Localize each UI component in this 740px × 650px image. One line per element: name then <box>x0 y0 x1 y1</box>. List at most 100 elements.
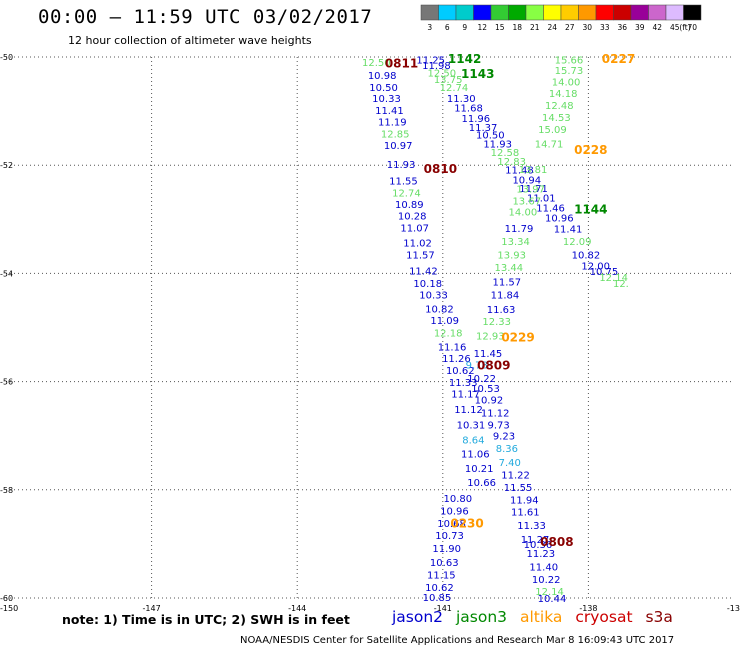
y-tick-label: -50 <box>0 53 13 62</box>
swh-point: 13.44 <box>494 263 523 274</box>
swh-point: 11.22 <box>501 471 530 482</box>
swh-point: 13.75 <box>434 75 463 86</box>
swh-point: 10.94 <box>512 175 541 186</box>
swh-point: 12.48 <box>545 101 574 112</box>
color-level-label: 18 <box>512 23 522 32</box>
swh-point: 10.68 <box>437 519 466 530</box>
swh-point: 9.78 <box>466 360 488 371</box>
swh-point: 13.34 <box>501 237 530 248</box>
swh-point: 11.25 <box>416 56 445 67</box>
swh-point: 11.46 <box>536 203 565 214</box>
swh-point: 11.02 <box>403 239 432 250</box>
swh-point: 10.36 <box>524 540 553 551</box>
swh-point: 12.14 <box>599 273 628 284</box>
swh-point: 11.57 <box>493 278 522 289</box>
color-level-label: 45 <box>670 23 680 32</box>
color-swatch <box>508 4 527 21</box>
swh-point: 10.50 <box>476 130 505 141</box>
swh-point: 14.00 <box>552 77 581 88</box>
color-swatch <box>683 4 702 21</box>
pass-label: 0228 <box>574 143 607 157</box>
swh-point: 11.40 <box>529 563 558 574</box>
color-swatch <box>490 4 509 21</box>
swh-point: 10.22 <box>467 374 496 385</box>
swh-point: 9.23 <box>493 432 515 443</box>
swh-point: 11.93 <box>483 140 512 151</box>
color-level-label: 36 <box>617 23 627 32</box>
color-swatch <box>595 4 614 21</box>
legend-jason3: jason3 <box>456 608 508 626</box>
swh-point: 12.33 <box>482 317 511 328</box>
swh-point: 11.33 <box>449 378 478 389</box>
swh-point: 11.27 <box>521 535 550 546</box>
swh-point: 10.97 <box>384 141 413 152</box>
pass-label: 0808 <box>540 535 573 549</box>
swh-point: 11.37 <box>469 123 498 134</box>
swh-point: 10.98 <box>368 71 397 82</box>
swh-point: 11.17 <box>451 390 480 401</box>
swh-point: 10.92 <box>475 395 504 406</box>
y-axis-labels: -50 -52 -54 -56 -58 -60 <box>0 53 13 603</box>
swh-point: 11.84 <box>491 290 520 301</box>
swh-point: 10.96 <box>545 214 574 225</box>
x-tick-label: -141 <box>434 604 452 613</box>
swh-point: 10.82 <box>425 305 454 316</box>
swh-point: 14.53 <box>542 113 571 124</box>
swh-point: 10.28 <box>398 212 427 223</box>
swh-point: 10.18 <box>413 279 442 290</box>
pass-label: 0230 <box>450 516 483 530</box>
swh-point: 14.18 <box>549 89 578 100</box>
swh-point: 12.14 <box>535 587 564 598</box>
swh-point: 14.71 <box>535 140 564 151</box>
swh-point: 12.50 <box>362 58 391 69</box>
swh-point: 10.44 <box>538 594 567 605</box>
swh-point: 11.63 <box>487 305 516 316</box>
swh-point: 11.68 <box>454 103 483 114</box>
color-level-label: 12 <box>477 23 487 32</box>
color-level-label: 6 <box>445 23 450 32</box>
swh-point: 11.48 <box>505 166 534 177</box>
color-swatch <box>613 4 632 21</box>
swh-point: 13.93 <box>497 250 526 261</box>
page-subtitle: 12 hour collection of altimeter wave hei… <box>68 34 312 47</box>
x-axis-labels: -150 -147 -144 -141 -138 -13 <box>0 604 740 613</box>
pass-label: 0809 <box>477 358 510 372</box>
swh-point: 10.50 <box>369 83 398 94</box>
swh-point: 11.71 <box>519 184 548 195</box>
color-level-label: 21 <box>530 23 540 32</box>
swh-point: 10.62 <box>425 583 454 594</box>
swh-point: 10.85 <box>423 593 452 604</box>
color-level-label: 70 <box>687 23 697 32</box>
swh-point: 12.85 <box>381 129 410 140</box>
swh-point: 10.63 <box>430 558 459 569</box>
swh-point: 11.90 <box>432 544 461 555</box>
swh-point: 8.36 <box>496 444 518 455</box>
swh-point: 11.07 <box>400 223 429 234</box>
pass-label: 0227 <box>602 52 635 66</box>
color-level-label: 33 <box>600 23 610 32</box>
pass-label: 1142 <box>448 52 481 66</box>
swh-point: 7.40 <box>499 458 521 469</box>
swh-point: 15.09 <box>538 125 567 136</box>
swh-point: 11.26 <box>442 354 471 365</box>
swh-point: 11.15 <box>427 571 456 582</box>
x-tick-label: -138 <box>579 604 597 613</box>
x-tick-label: -13 <box>727 604 740 613</box>
legend-cryosat: cryosat <box>575 608 633 626</box>
swh-point: 11.06 <box>461 450 490 461</box>
swh-point: 11.61 <box>511 507 540 518</box>
swh-point: 11.93 <box>387 160 416 171</box>
color-level-label: 42 <box>652 23 662 32</box>
swh-point: 9.73 <box>487 420 509 431</box>
swh-point: 11.42 <box>409 267 438 278</box>
swh-point: 12.18 <box>434 328 463 339</box>
pass-label: 1143 <box>461 67 494 81</box>
swh-point: 11.30 <box>447 94 476 105</box>
color-swatch <box>578 4 597 21</box>
color-swatch <box>455 4 474 21</box>
swh-point: 11.45 <box>474 349 503 360</box>
swh-point: 11.01 <box>527 194 556 205</box>
swh-point: 11.41 <box>554 224 583 235</box>
color-level-label: 39 <box>635 23 645 32</box>
